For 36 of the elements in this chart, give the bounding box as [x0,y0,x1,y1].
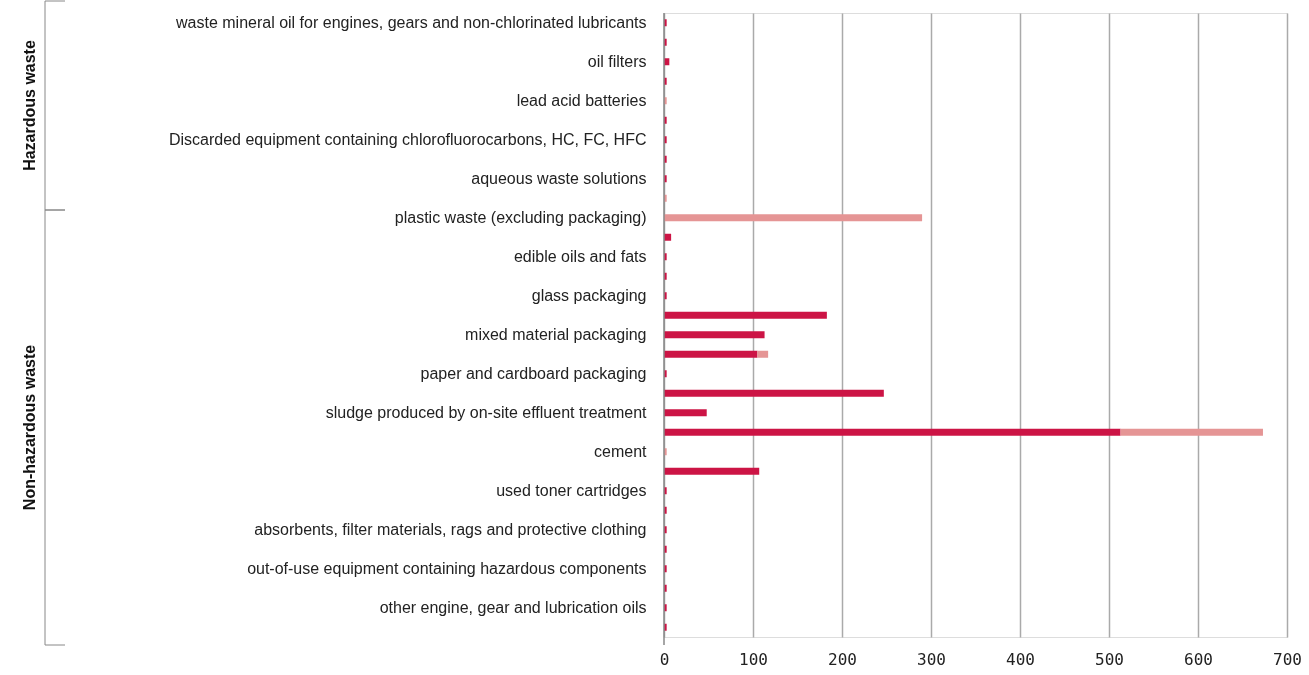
bar [664,214,923,222]
x-tick-label: 200 [828,649,857,669]
y-tick-label: Discarded equipment containing chlorofluorocarbons, HC, FC, HFC [168,130,647,148]
y-tick-label: mixed material packaging [465,325,647,343]
x-tick-label: 0 [659,649,670,669]
x-tick-label: 400 [1006,649,1035,669]
y-tick-label: used toner cartridges [496,481,647,499]
bar [757,350,769,358]
text: Hazardous waste [21,40,38,171]
x-tick-label: 500 [1095,649,1124,669]
bar [664,389,884,397]
y-tick-label: waste mineral oil for engines, gears and non-chlorinated lubricants [175,13,647,31]
bar [664,467,760,475]
bar [664,409,707,417]
y-tick-label: glass packaging [531,286,647,304]
bar [664,331,765,339]
y-tick-label: oil filters [587,52,647,70]
x-tick-label: 600 [1184,649,1213,669]
y-tick-label: edible oils and fats [513,247,647,265]
y-tick-label: sludge produced by on-site effluent treatment [325,403,648,421]
y-tick-label: out-of-use equipment containing hazardous components [247,559,647,577]
bar [664,311,827,319]
y-tick-label: other engine, gear and lubrication oils [379,598,647,616]
y-tick-label: aqueous waste solutions [471,169,647,187]
bar [664,350,758,358]
x-tick-label: 100 [739,649,768,669]
y-tick-label: plastic waste (excluding packaging) [394,208,647,226]
x-tick-label: 700 [1273,649,1302,669]
y-tick-label: absorbents, filter materials, rags and protective clothing [254,520,647,538]
text: Non-hazardous waste [21,344,38,511]
y-tick-label: lead acid batteries [516,91,647,109]
y-tick-label: cement [594,442,648,460]
y-tick-label: paper and cardboard packaging [420,364,647,382]
bar [1120,428,1263,436]
x-tick-label: 300 [917,649,946,669]
bar [664,428,1121,436]
